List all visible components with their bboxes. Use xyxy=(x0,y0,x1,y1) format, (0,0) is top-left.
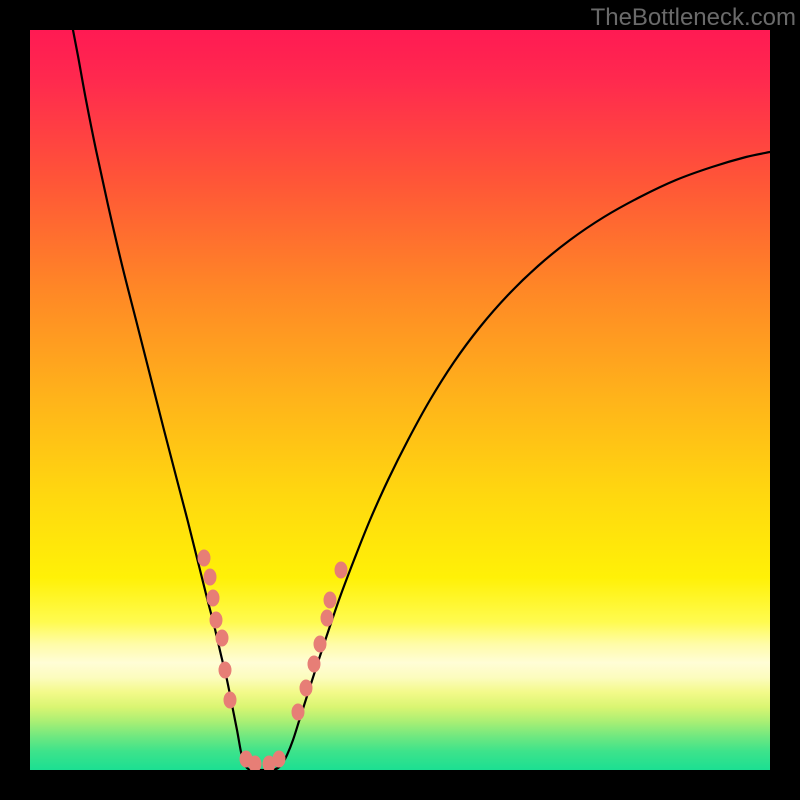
frame-border-bottom xyxy=(0,770,800,800)
curve-marker xyxy=(308,656,321,673)
chart-svg xyxy=(30,30,770,770)
curve-marker xyxy=(321,610,334,627)
curve-marker xyxy=(204,569,217,586)
plot-area xyxy=(30,30,770,770)
curve-marker xyxy=(210,612,223,629)
curve-marker xyxy=(224,692,237,709)
curve-marker xyxy=(324,592,337,609)
frame-border-left xyxy=(0,0,30,800)
curve-marker xyxy=(219,662,232,679)
curve-marker xyxy=(292,704,305,721)
curve-marker xyxy=(198,550,211,567)
curve-marker xyxy=(273,751,286,768)
curve-marker xyxy=(300,680,313,697)
gradient-background xyxy=(30,30,770,770)
curve-marker xyxy=(207,590,220,607)
curve-marker xyxy=(314,636,327,653)
watermark-text: TheBottleneck.com xyxy=(591,4,796,32)
curve-marker xyxy=(335,562,348,579)
curve-marker xyxy=(216,630,229,647)
frame-border-right xyxy=(770,0,800,800)
